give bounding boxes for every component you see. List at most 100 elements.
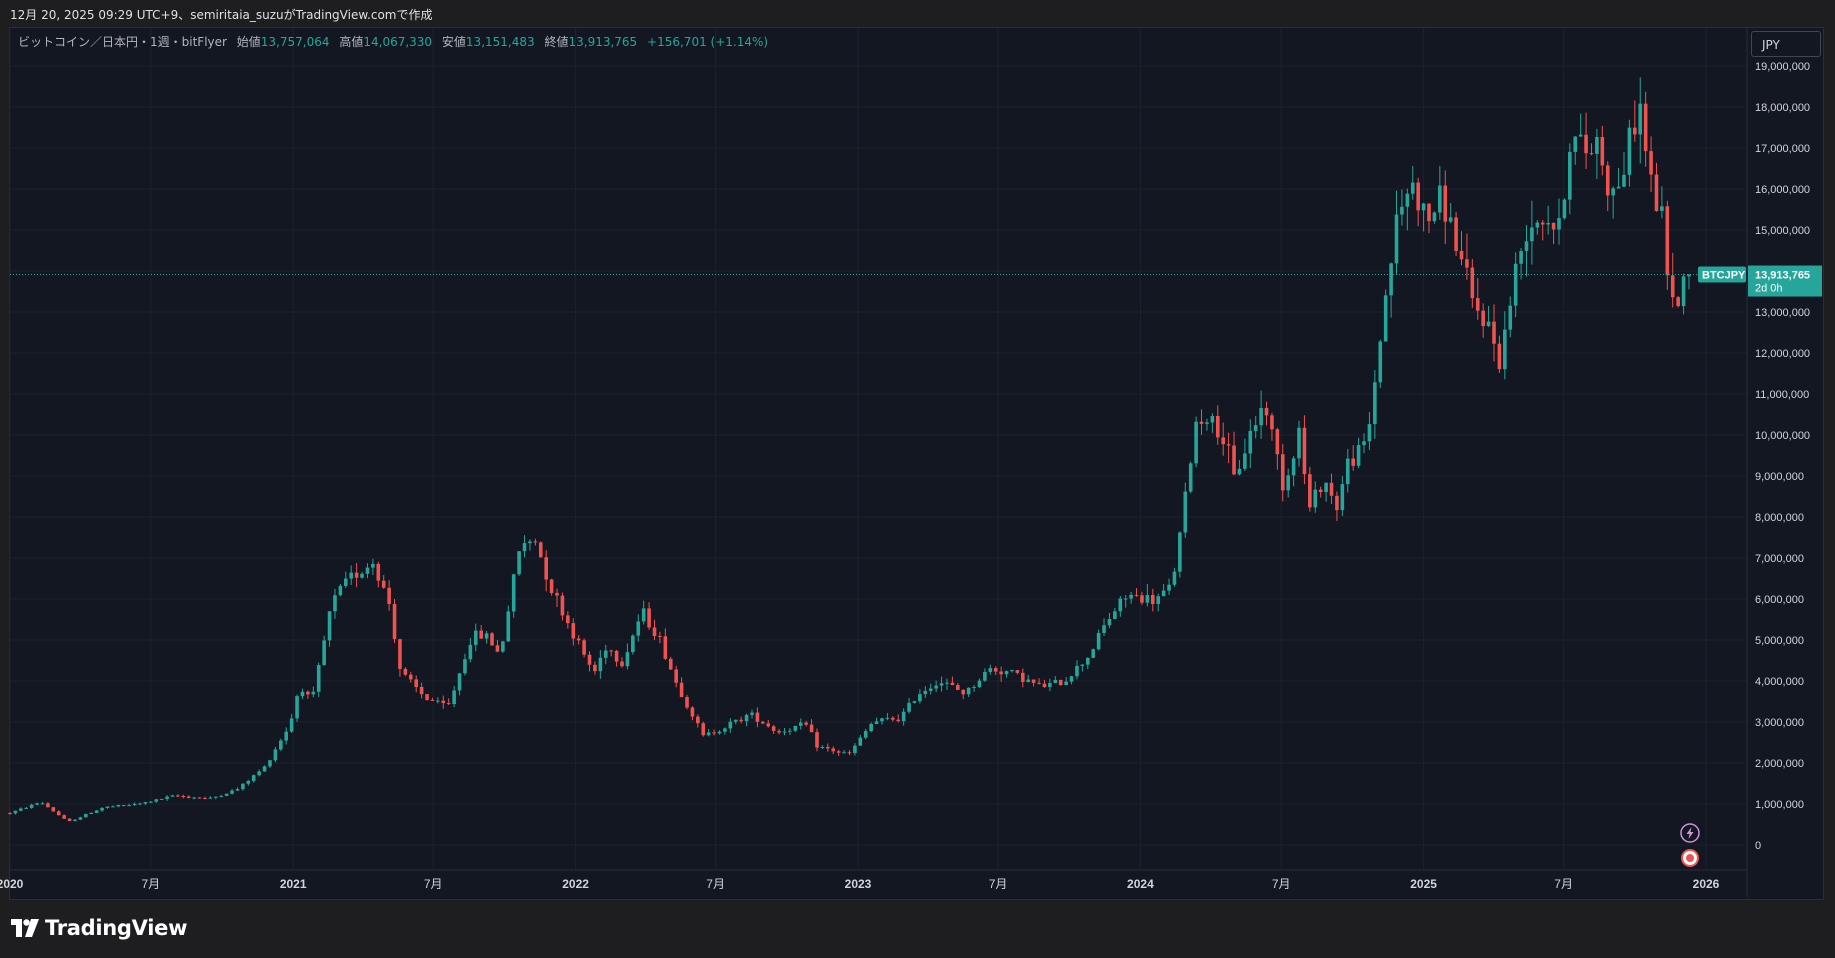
- price-tick-label: 19,000,000: [1755, 61, 1810, 73]
- price-tick-label: 2,000,000: [1755, 758, 1804, 770]
- candle-body: [993, 668, 998, 672]
- candle-body: [517, 551, 521, 575]
- candle: [1042, 679, 1047, 688]
- candle-body: [652, 627, 657, 637]
- price-axis[interactable]: 0 1,000,000 2,000,000 3,000,000 4,000,000 5,0…: [1755, 61, 1810, 852]
- candle-body: [1253, 425, 1258, 431]
- candle: [311, 686, 316, 698]
- candle: [950, 676, 955, 686]
- candle: [549, 578, 554, 596]
- candle-body: [717, 731, 722, 734]
- candle: [1513, 252, 1518, 318]
- candle: [1432, 211, 1437, 224]
- close-value: 13,913,765: [568, 35, 638, 49]
- candle: [1010, 669, 1014, 673]
- candle: [436, 697, 440, 704]
- candle: [127, 803, 131, 807]
- candle: [1183, 482, 1188, 538]
- candle-body: [1318, 489, 1323, 493]
- candle-body: [755, 712, 760, 722]
- candle-body: [360, 573, 364, 578]
- candle: [284, 727, 289, 745]
- candle: [1308, 466, 1312, 512]
- candle: [1140, 591, 1144, 605]
- chart-area[interactable]: [9, 27, 1824, 900]
- candle: [1302, 415, 1307, 485]
- candle-body: [149, 801, 153, 803]
- candle: [728, 718, 733, 733]
- candle-body: [668, 658, 673, 670]
- candle: [1568, 143, 1572, 215]
- candle: [1280, 444, 1285, 502]
- candle: [1676, 296, 1680, 308]
- candle-body: [1465, 259, 1469, 268]
- candle: [1475, 278, 1480, 320]
- candle: [809, 719, 814, 733]
- candle: [1156, 593, 1161, 612]
- candle: [19, 807, 23, 812]
- candle-body: [804, 722, 808, 725]
- candle-body: [544, 557, 548, 580]
- candle: [983, 668, 987, 682]
- candle: [901, 708, 906, 726]
- candle: [603, 644, 608, 665]
- candle-body: [1448, 217, 1453, 222]
- candle: [1021, 668, 1025, 688]
- candle-body: [1497, 343, 1502, 370]
- candle: [154, 798, 159, 803]
- candle-body: [316, 665, 321, 692]
- candle: [1118, 595, 1123, 617]
- candle: [582, 638, 586, 658]
- candle-body: [771, 726, 776, 731]
- candle: [490, 631, 494, 646]
- candle-body: [490, 633, 494, 646]
- lightning-icon[interactable]: [1680, 823, 1700, 843]
- time-axis[interactable]: 2020 7月 2021 7月 2022 7月 2023 7月 2024 7月 2025 7月 2026: [0, 877, 1720, 891]
- candle-body: [1394, 214, 1399, 264]
- time-tick-label: 2021: [280, 877, 307, 891]
- tradingview-logo[interactable]: TradingView: [11, 916, 187, 940]
- candle-body: [576, 638, 581, 641]
- candle: [733, 719, 738, 725]
- candle: [1205, 418, 1209, 431]
- candle-body: [430, 699, 435, 701]
- candle-body: [365, 567, 370, 574]
- candle-body: [398, 639, 402, 669]
- candle-body: [457, 673, 462, 691]
- candle: [587, 651, 592, 672]
- candle: [186, 795, 191, 799]
- currency-button[interactable]: JPY: [1751, 31, 1821, 57]
- candle: [1633, 100, 1637, 142]
- last-price-tag: [1748, 265, 1822, 297]
- candle-body: [950, 682, 955, 686]
- candle: [1627, 119, 1632, 187]
- candle: [777, 728, 781, 735]
- candle-body: [1481, 310, 1485, 327]
- candle: [100, 807, 104, 812]
- candle-series: [8, 77, 1691, 822]
- candle-body: [587, 654, 592, 665]
- candle: [414, 675, 419, 693]
- candle: [1530, 200, 1534, 265]
- candle: [993, 666, 998, 676]
- candle: [555, 588, 559, 608]
- candle: [484, 630, 489, 644]
- time-tick-label: 2026: [1693, 877, 1720, 891]
- candle-body: [84, 814, 88, 818]
- candle-body: [847, 752, 852, 754]
- symbol-description[interactable]: ビットコイン／日本円・1週・bitFlyer: [18, 35, 227, 49]
- candle-body: [663, 636, 668, 659]
- candle: [885, 713, 890, 721]
- candle: [268, 759, 272, 769]
- record-icon[interactable]: [1681, 849, 1699, 867]
- candle-body: [121, 805, 126, 807]
- candle: [1405, 188, 1410, 231]
- candle-body: [966, 687, 971, 695]
- candle-body: [1085, 657, 1090, 665]
- candle: [78, 816, 83, 821]
- candle-body: [284, 731, 289, 741]
- candle: [387, 580, 391, 611]
- candle-body: [197, 797, 202, 799]
- candle: [463, 653, 467, 676]
